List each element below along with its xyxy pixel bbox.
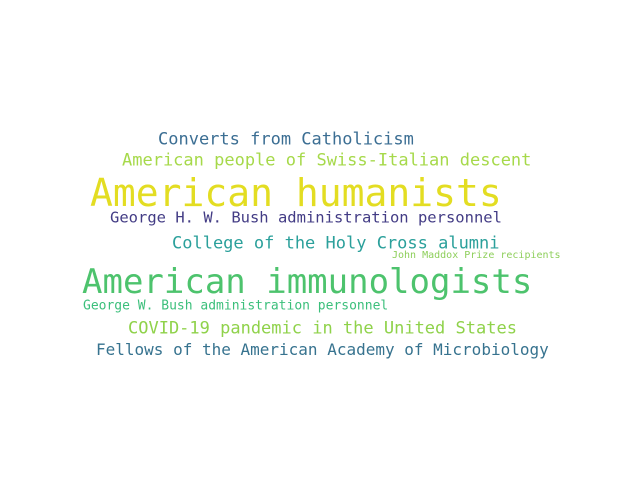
word-converts-from-catholicism: Converts from Catholicism	[158, 129, 414, 150]
word-american-immunologists: American immunologists	[82, 262, 533, 302]
word-george-hw-bush-administration-personnel: George H. W. Bush administration personn…	[110, 208, 502, 227]
word-covid-19-pandemic-in-the-united-states: COVID-19 pandemic in the United States	[128, 318, 517, 339]
word-george-w-bush-administration-personnel: George W. Bush administration personnel	[83, 298, 389, 314]
word-john-maddox-prize-recipients: John Maddox Prize recipients	[392, 250, 561, 261]
word-college-of-the-holy-cross-alumni: College of the Holy Cross alumni	[172, 233, 500, 254]
word-american-humanists: American humanists	[90, 171, 502, 215]
word-fellows-of-the-american-academy-of-microbiology: Fellows of the American Academy of Micro…	[96, 340, 549, 359]
word-american-people-of-swiss-italian-descent: American people of Swiss-Italian descent	[122, 150, 532, 171]
